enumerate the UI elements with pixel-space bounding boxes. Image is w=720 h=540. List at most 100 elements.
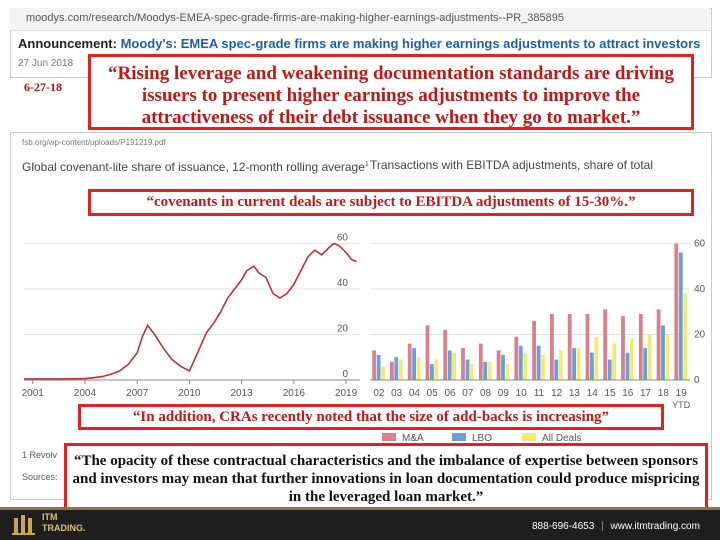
logo-name: ITM (42, 512, 58, 522)
line-chart-series-line (24, 242, 357, 380)
bar-chart-xtick: 05 (427, 388, 439, 399)
line-chart-xtick: 2013 (230, 388, 253, 399)
bar-chart-xtick: 18 (658, 388, 670, 399)
bar-all-deals (683, 293, 688, 380)
left-chart-title: Global covenant-lite share of issuance, … (22, 158, 369, 174)
legend-label: All Deals (542, 433, 581, 444)
announcement-link[interactable]: Moody's: EMEA spec-grade firms are makin… (120, 36, 701, 51)
bar-chart-ytick: 40 (694, 284, 706, 295)
bar-lbo (465, 359, 470, 380)
bar-lbo (518, 345, 523, 380)
bar-chart-xtick: 09 (498, 388, 510, 399)
bar-all-deals (558, 350, 563, 380)
covenant-lite-line-chart: 0 20 40 60 2001 2004 2007 2010 2013 2016 2019 (22, 232, 360, 399)
bar-chart-xtick: 11 (534, 388, 545, 399)
legend-label: M&A (402, 433, 424, 444)
footer-contact: 888-696-4653 | www.itmtrading.com (532, 521, 700, 532)
bar-m-a (674, 243, 679, 380)
line-chart-ytick: 20 (337, 323, 349, 334)
bar-m-a (656, 309, 661, 380)
bar-all-deals (487, 361, 492, 380)
bar-m-a (550, 314, 554, 380)
bar-lbo (572, 348, 576, 380)
url-bar[interactable] (10, 8, 710, 31)
bar-all-deals (434, 359, 439, 380)
announcement-label: Announcement: (18, 36, 117, 51)
line-chart-ytick: 0 (342, 369, 348, 380)
bar-lbo (661, 325, 665, 380)
bar-lbo (536, 345, 541, 380)
bar-m-a (567, 314, 572, 380)
itm-logo-icon (12, 515, 35, 535)
bar-all-deals (523, 352, 528, 380)
bar-lbo (590, 352, 594, 380)
bar-chart-xtick: 08 (480, 388, 492, 399)
legend-swatch (382, 433, 396, 441)
bar-lbo (607, 359, 612, 380)
line-chart-xtick: 2001 (22, 388, 45, 399)
bar-lbo (483, 361, 488, 380)
right-chart-title: Transactions with EBITDA adjustments, sh… (370, 158, 654, 172)
bar-lbo (447, 350, 452, 380)
bar-lbo (554, 359, 559, 380)
left-chart-title-sup: 1 (364, 161, 369, 168)
bar-chart-xtick: 03 (391, 388, 403, 399)
bar-chart-ytick: 20 (694, 329, 706, 340)
bar-all-deals (630, 339, 634, 380)
line-chart-xtick: 2019 (335, 388, 358, 399)
line-chart-xtick: 2010 (178, 388, 201, 399)
line-chart-ytick: 40 (337, 278, 349, 289)
footer-separator: | (601, 521, 604, 532)
legend-swatch (452, 433, 466, 441)
bar-m-a (372, 350, 376, 380)
bar-lbo (625, 352, 630, 380)
bar-chart-ytick: 60 (694, 238, 706, 249)
bar-chart-xtick: 10 (516, 388, 528, 399)
line-chart-ytick: 60 (337, 232, 349, 243)
bar-m-a (390, 361, 394, 380)
bar-m-a (514, 336, 519, 380)
bar-chart-xtick: 07 (462, 388, 474, 399)
bar-lbo (376, 355, 381, 380)
logo-sub: TRADING. (42, 523, 86, 533)
quote-rising-leverage: “Rising leverage and weakening documenta… (88, 54, 694, 130)
bar-m-a (585, 314, 590, 380)
bar-m-a (443, 329, 448, 380)
footer-stripe (0, 507, 720, 510)
bar-all-deals (647, 334, 652, 380)
footer-bar (0, 510, 720, 540)
bar-chart-xtick: 17 (640, 388, 652, 399)
footnote: 1 Revolv (22, 450, 58, 460)
bar-all-deals (576, 348, 581, 380)
legend-swatch (522, 433, 536, 441)
bar-all-deals (594, 336, 599, 380)
bar-m-a (496, 350, 501, 380)
bar-m-a (532, 320, 536, 380)
bar-lbo (678, 252, 683, 380)
logo-text: ITM TRADING. (42, 512, 86, 534)
bar-m-a (603, 309, 608, 380)
bar-all-deals (452, 352, 456, 380)
footer-phone[interactable]: 888-696-4653 (532, 521, 595, 532)
bar-chart-xtick: 06 (444, 388, 456, 399)
url-text[interactable]: moodys.com/research/Moodys-EMEA-spec-gra… (26, 12, 564, 24)
bar-chart-xtick: 12 (551, 388, 563, 399)
chart-source-url: fsb.org/wp-content/uploads/P191219.pdf (22, 138, 166, 147)
bar-lbo (430, 364, 434, 380)
bar-lbo (412, 348, 416, 380)
line-chart-xtick: 2004 (74, 388, 97, 399)
bar-chart-xtick: 02 (373, 388, 385, 399)
bar-chart-ytick: 0 (694, 375, 700, 386)
bar-m-a (478, 343, 483, 380)
left-chart-title-text: Global covenant-lite share of issuance, … (22, 160, 365, 174)
bar-lbo (394, 357, 399, 380)
footer-website[interactable]: www.itmtrading.com (610, 521, 700, 532)
bar-all-deals (541, 355, 545, 380)
bar-m-a (461, 348, 465, 380)
quote-covenants: “covenants in current deals are subject … (88, 189, 694, 216)
bar-all-deals (416, 357, 421, 380)
bar-m-a (621, 316, 625, 380)
article-date: 27 Jun 2018 (18, 58, 74, 69)
bar-all-deals (470, 364, 474, 380)
